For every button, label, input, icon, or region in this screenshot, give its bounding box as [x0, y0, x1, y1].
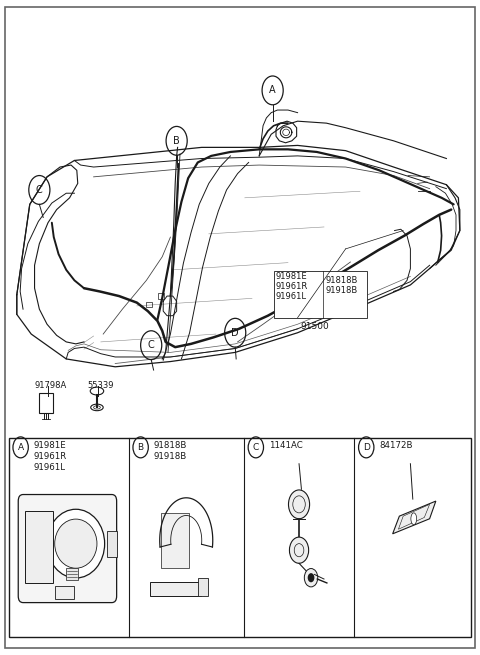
Text: A: A: [269, 85, 276, 96]
Bar: [9, 438, 471, 637]
Text: B: B: [138, 443, 144, 452]
Text: 91961R: 91961R: [276, 282, 308, 291]
Text: D: D: [363, 443, 370, 452]
Ellipse shape: [47, 510, 105, 578]
Text: 55339: 55339: [87, 381, 114, 390]
Bar: [55, 586, 74, 599]
Bar: [146, 302, 152, 307]
Bar: [66, 568, 78, 580]
Text: 91961L: 91961L: [34, 463, 66, 472]
Circle shape: [288, 490, 310, 519]
Text: 91981E: 91981E: [34, 441, 66, 450]
Text: 91918B: 91918B: [325, 286, 358, 295]
Text: B: B: [173, 136, 180, 146]
Bar: [274, 271, 367, 318]
Text: C: C: [252, 443, 259, 452]
Text: D: D: [231, 328, 239, 338]
Bar: [158, 293, 164, 299]
Bar: [39, 393, 53, 413]
Text: 91818B: 91818B: [154, 441, 187, 450]
Text: C: C: [36, 185, 43, 195]
Text: 84172B: 84172B: [379, 441, 413, 450]
Text: 91918B: 91918B: [154, 452, 187, 461]
Bar: [25, 511, 53, 583]
Circle shape: [308, 573, 314, 582]
Text: 91961R: 91961R: [34, 452, 67, 461]
Bar: [107, 531, 117, 557]
Bar: [161, 513, 189, 568]
Circle shape: [289, 537, 309, 563]
Text: 91798A: 91798A: [35, 381, 67, 390]
Ellipse shape: [411, 513, 417, 525]
Text: A: A: [18, 443, 24, 452]
Text: 91981E: 91981E: [276, 272, 308, 281]
Ellipse shape: [55, 519, 97, 568]
Text: 91500: 91500: [300, 322, 329, 331]
FancyBboxPatch shape: [18, 495, 117, 603]
Polygon shape: [393, 501, 436, 534]
Bar: [198, 578, 208, 596]
Circle shape: [304, 569, 318, 587]
Text: 91818B: 91818B: [325, 276, 358, 285]
Text: C: C: [148, 340, 155, 350]
Bar: [150, 582, 201, 596]
Text: 91961L: 91961L: [276, 291, 307, 301]
Text: 1141AC: 1141AC: [269, 441, 302, 450]
